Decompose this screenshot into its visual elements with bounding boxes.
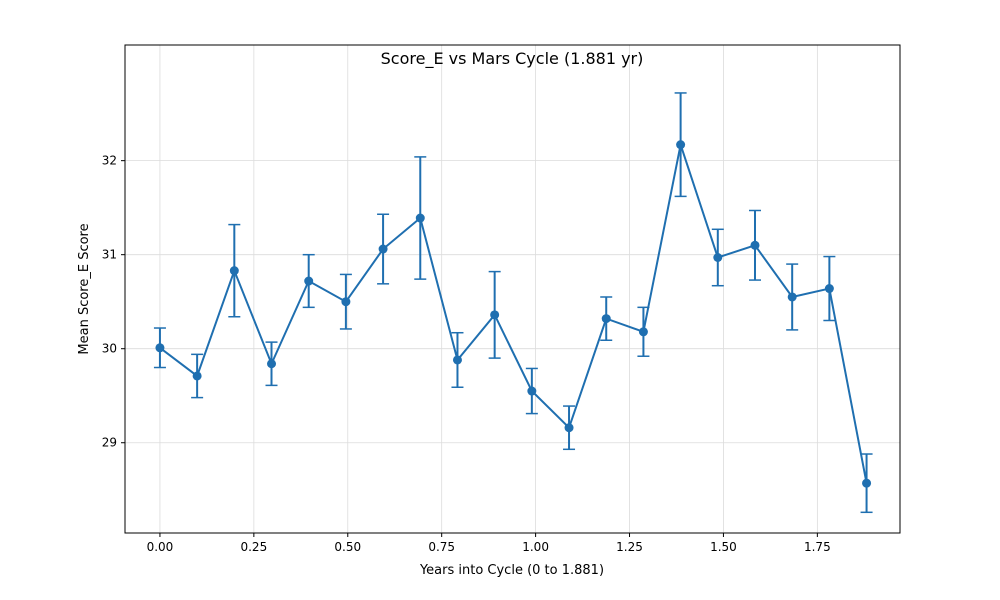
data-point: [267, 359, 277, 369]
x-axis-label: Years into Cycle (0 to 1.881): [419, 563, 604, 578]
data-point: [713, 253, 723, 263]
data-point: [490, 310, 500, 320]
data-point: [415, 213, 425, 223]
y-tick-label: 30: [102, 342, 117, 356]
x-tick-label: 1.50: [710, 540, 737, 554]
data-point: [452, 355, 462, 365]
x-tick-label: 1.25: [616, 540, 643, 554]
data-point: [378, 244, 388, 254]
series-line: [159, 140, 868, 484]
x-tick-label: 0.25: [240, 540, 267, 554]
data-point: [341, 297, 351, 307]
plot-frame: [124, 44, 901, 534]
y-tick-label: 31: [102, 248, 117, 262]
data-point: [638, 327, 648, 337]
data-point: [155, 343, 165, 353]
x-tick-label: 1.75: [804, 540, 831, 554]
data-point: [676, 140, 686, 150]
x-tick-label: 0.75: [428, 540, 455, 554]
data-point: [787, 292, 797, 302]
data-point: [824, 284, 834, 294]
ticks: 0.00 0.25 0.50 0.75 1.00 1.25 1.50 1.75 29 30 31 32: [102, 154, 831, 554]
data-point: [304, 276, 314, 286]
chart-title: Score_E vs Mars Cycle (1.881 yr): [381, 49, 644, 69]
data-point: [192, 371, 202, 381]
y-tick-label: 29: [102, 436, 117, 450]
x-tick-label: 1.00: [522, 540, 549, 554]
data-point: [750, 240, 760, 250]
x-tick-label: 0.50: [334, 540, 361, 554]
data-point: [862, 478, 872, 488]
y-axis-label: Mean Score_E Score: [77, 223, 92, 354]
data-point: [229, 266, 239, 276]
grid: [125, 45, 900, 533]
data-point: [601, 314, 611, 324]
y-tick-label: 32: [102, 154, 117, 168]
series-score-e: [153, 92, 873, 514]
data-point: [564, 423, 574, 433]
x-tick-label: 0.00: [147, 540, 174, 554]
data-point: [527, 386, 537, 396]
